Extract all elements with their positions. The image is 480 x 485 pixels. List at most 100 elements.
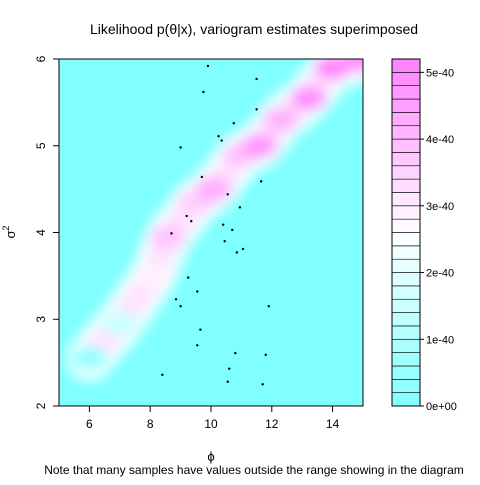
color-key-band: [391, 218, 421, 233]
estimate-point: [231, 228, 234, 232]
color-key: 0e+00 1e-40 2e-40 3e-40 4e-40 5e-40: [391, 58, 457, 413]
x-tick-label: 14: [326, 417, 340, 431]
chart-title: Likelihood p(θ|x), variogram estimates s…: [90, 21, 418, 37]
color-key-band: [391, 112, 421, 127]
color-key-frame: [391, 58, 421, 407]
estimate-point: [259, 180, 263, 183]
color-key-band: [391, 152, 421, 167]
estimate-point: [221, 223, 225, 226]
estimate-point: [223, 239, 226, 243]
color-key-band: [391, 379, 421, 393]
estimate-point: [187, 276, 190, 279]
color-key-band: [391, 138, 421, 153]
color-key-band: [391, 165, 421, 180]
estimate-point: [199, 328, 202, 331]
estimate-point: [238, 206, 242, 209]
color-key-band: [391, 245, 421, 260]
y-axis-label-superscript: 2: [1, 225, 11, 230]
color-key-band: [391, 338, 421, 353]
color-key-band: [391, 125, 421, 140]
color-key-band: [391, 298, 421, 313]
variogram-estimates: [161, 64, 270, 386]
estimate-point: [226, 193, 229, 196]
ridge-peak: [71, 346, 108, 371]
estimate-point: [217, 135, 220, 138]
y-tick-label: 2: [34, 402, 48, 409]
estimate-point: [196, 290, 199, 293]
y-axis-label: σ2: [1, 225, 18, 238]
color-key-label: 2e-40: [426, 268, 454, 280]
estimate-point: [206, 64, 210, 68]
estimate-point: [185, 214, 188, 218]
color-key-band: [391, 325, 421, 340]
estimate-point: [232, 121, 235, 125]
color-key-band: [391, 258, 421, 273]
likelihood-surface: [66, 59, 363, 382]
estimate-point: [179, 305, 182, 308]
ridge-peak: [150, 224, 187, 249]
x-tick-label: 8: [147, 417, 154, 431]
ridge-peak: [314, 59, 351, 80]
color-key-band: [391, 312, 421, 327]
y-tick-label: 3: [34, 316, 48, 323]
y-tick-label: 4: [34, 229, 48, 236]
estimate-point: [255, 108, 258, 111]
x-tick-label: 10: [204, 417, 218, 431]
estimate-point: [234, 351, 237, 355]
color-key-label: 5e-40: [426, 67, 454, 79]
estimate-point: [235, 251, 239, 254]
estimate-point: [226, 380, 229, 383]
color-key-band: [391, 178, 421, 193]
estimate-point: [161, 373, 164, 376]
chart-footnote: Note that many samples have values outsi…: [44, 463, 464, 477]
estimate-point: [264, 353, 267, 357]
color-key-band: [391, 232, 421, 247]
estimate-point: [202, 90, 205, 94]
ridge-peak: [101, 311, 138, 336]
estimate-point: [220, 139, 223, 142]
color-key-band: [391, 85, 421, 100]
color-key-band: [391, 392, 421, 407]
color-key-label: 1e-40: [426, 334, 454, 346]
ridge-peak: [345, 59, 363, 71]
estimate-point: [179, 146, 182, 149]
estimate-point: [261, 383, 264, 386]
color-key-band: [391, 365, 421, 380]
color-key-band: [391, 192, 421, 207]
estimate-point: [267, 305, 270, 308]
color-key-band: [391, 58, 421, 73]
ridge-peak: [290, 86, 327, 111]
y-axis: 2 3 4 5 6: [34, 55, 59, 409]
color-key-band: [391, 98, 421, 113]
color-key-label: 4e-40: [426, 134, 454, 146]
y-axis-label-base: σ: [3, 230, 18, 238]
y-tick-label: 6: [34, 55, 48, 62]
estimate-point: [255, 77, 258, 81]
x-tick-label: 6: [86, 417, 93, 431]
plot-area: [58, 58, 364, 407]
color-key-label: 3e-40: [426, 201, 454, 213]
color-key-band: [391, 205, 421, 220]
color-key-band: [391, 352, 421, 367]
color-key-band: [391, 272, 421, 287]
estimate-point: [170, 232, 173, 235]
y-tick-label: 5: [34, 142, 48, 149]
color-key-band: [391, 72, 421, 86]
x-axis: 6 8 10 12 14: [86, 406, 340, 431]
color-key-label: 0e+00: [426, 401, 457, 413]
x-axis-label: ϕ: [207, 449, 214, 464]
ridge-peak: [196, 177, 233, 202]
estimate-point: [190, 220, 193, 223]
estimate-point: [241, 247, 245, 251]
ridge-peak: [241, 133, 278, 158]
color-key-band: [391, 285, 421, 300]
estimate-point: [200, 175, 204, 179]
estimate-point: [196, 344, 199, 347]
x-tick-label: 12: [265, 417, 279, 431]
ridge-peak: [262, 107, 299, 132]
estimate-point: [174, 298, 178, 301]
ridge-peak: [135, 263, 172, 288]
estimate-point: [228, 367, 231, 370]
